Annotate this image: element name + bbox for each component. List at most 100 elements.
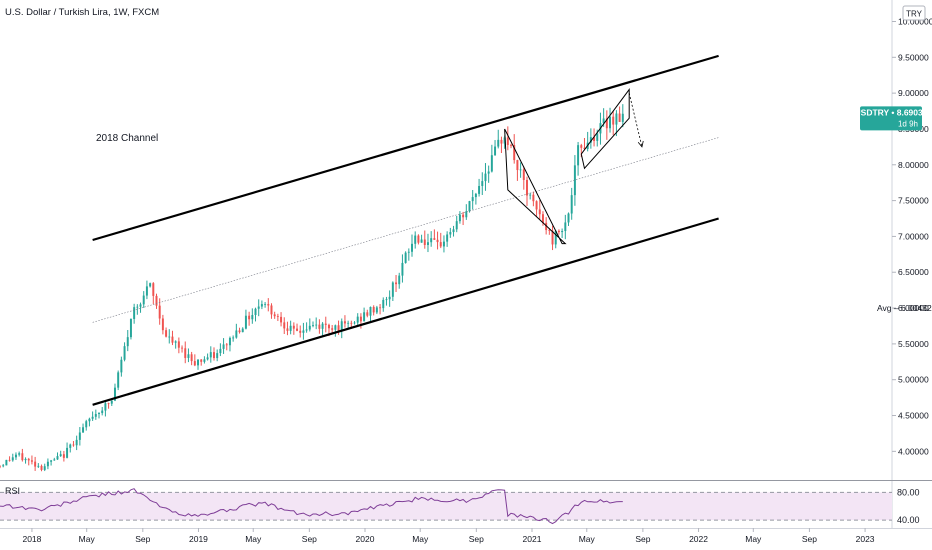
candle-up xyxy=(388,296,391,300)
time-tick-label: May xyxy=(245,534,262,544)
candle-up xyxy=(315,324,318,326)
candle-down xyxy=(551,230,554,245)
candle-down xyxy=(350,322,353,324)
candle-down xyxy=(62,454,65,458)
candle-up xyxy=(430,238,433,243)
candle-up xyxy=(481,181,484,186)
candle-up xyxy=(75,439,78,446)
candle-up xyxy=(363,312,366,322)
rsi-band xyxy=(0,492,892,521)
candle-down xyxy=(177,341,180,348)
candle-down xyxy=(27,458,30,461)
candle-down xyxy=(184,348,187,358)
candle-down xyxy=(30,460,33,462)
candle-down xyxy=(34,461,37,467)
candle-up xyxy=(442,241,445,247)
last-price-value: USDTRY • 8.69030 xyxy=(855,107,928,117)
candle-down xyxy=(292,325,295,329)
candle-down xyxy=(359,316,362,322)
candle-up xyxy=(334,325,337,330)
candle-down xyxy=(510,144,513,146)
pattern-drawings[interactable] xyxy=(504,88,644,245)
currency-badge[interactable]: TRY xyxy=(902,5,926,21)
candle-down xyxy=(331,328,334,330)
candle-up xyxy=(232,337,235,339)
candle-up xyxy=(98,413,100,415)
rsi-label[interactable]: RSI xyxy=(5,486,20,496)
candle-up xyxy=(46,461,49,467)
candle-up xyxy=(235,330,238,338)
time-tick-label: May xyxy=(579,534,596,544)
candle-up xyxy=(497,139,500,147)
candle-up xyxy=(621,113,624,122)
channel-midline[interactable] xyxy=(92,137,719,323)
falling-wedge-outline[interactable] xyxy=(504,128,567,245)
channel-annotation[interactable]: 2018 Channel xyxy=(96,133,158,144)
candle-up xyxy=(14,454,17,458)
candle-up xyxy=(113,387,116,401)
chart-title: U.S. Dollar / Turkish Lira, 1W, FXCM xyxy=(5,7,159,18)
candle-up xyxy=(519,169,522,171)
candle-down xyxy=(193,361,196,366)
avg-label: Avg xyxy=(877,303,892,313)
candle-up xyxy=(615,113,618,125)
candle-up xyxy=(375,307,378,313)
candle-up xyxy=(136,306,139,308)
candle-down xyxy=(433,238,436,240)
candle-down xyxy=(181,347,184,349)
candle-up xyxy=(353,322,356,324)
time-tick-label: May xyxy=(412,534,429,544)
candle-up xyxy=(94,414,97,417)
candle-up xyxy=(577,145,580,166)
candle-down xyxy=(343,321,346,324)
candle-down xyxy=(296,328,299,331)
candle-down xyxy=(171,336,174,343)
projection-arrow-line[interactable] xyxy=(628,93,643,147)
candle-up xyxy=(385,299,388,301)
candle-up xyxy=(11,457,14,461)
candle-up xyxy=(149,283,152,287)
rising-wedge-outline[interactable] xyxy=(580,88,630,170)
candle-up xyxy=(452,229,455,233)
candle-up xyxy=(18,453,21,455)
candle-up xyxy=(117,372,120,388)
candle-down xyxy=(436,239,439,243)
candle-up xyxy=(203,359,206,362)
candle-down xyxy=(506,137,509,145)
time-tick-label: Sep xyxy=(469,534,484,544)
candle-down xyxy=(583,147,586,149)
candle-down xyxy=(541,214,544,223)
channel-upper-line[interactable] xyxy=(92,54,719,242)
candle-up xyxy=(602,118,605,124)
channel-lower-line[interactable] xyxy=(92,217,719,406)
candle-up xyxy=(120,359,123,373)
candle-down xyxy=(327,324,330,329)
candle-up xyxy=(133,307,136,319)
candle-down xyxy=(280,316,283,323)
candle-up xyxy=(589,137,592,143)
price-tick-label: 10.00000 xyxy=(898,16,932,26)
candle-up xyxy=(596,133,599,141)
time-tick-label: Sep xyxy=(135,534,150,544)
candle-down xyxy=(538,209,541,215)
projection-arrow-head[interactable] xyxy=(637,140,644,148)
main-pane[interactable] xyxy=(0,0,892,480)
price-axis-panel[interactable] xyxy=(892,0,932,550)
candle-down xyxy=(200,359,203,362)
candle-down xyxy=(439,242,442,247)
candle-up xyxy=(302,330,305,333)
trendline-group[interactable] xyxy=(92,54,719,406)
candle-down xyxy=(513,145,516,161)
price-tick-label: 9.00000 xyxy=(898,88,929,98)
candle-up xyxy=(468,201,471,212)
candle-down xyxy=(535,201,538,210)
candle-down xyxy=(276,316,279,317)
candle-up xyxy=(53,459,56,461)
candle-up xyxy=(123,346,126,360)
rsi-pane[interactable]: RSI 80.00 40.00 xyxy=(0,486,920,525)
candle-down xyxy=(522,169,525,180)
candle-down xyxy=(605,118,608,129)
candle-up xyxy=(91,416,94,419)
candle-down xyxy=(525,179,528,196)
